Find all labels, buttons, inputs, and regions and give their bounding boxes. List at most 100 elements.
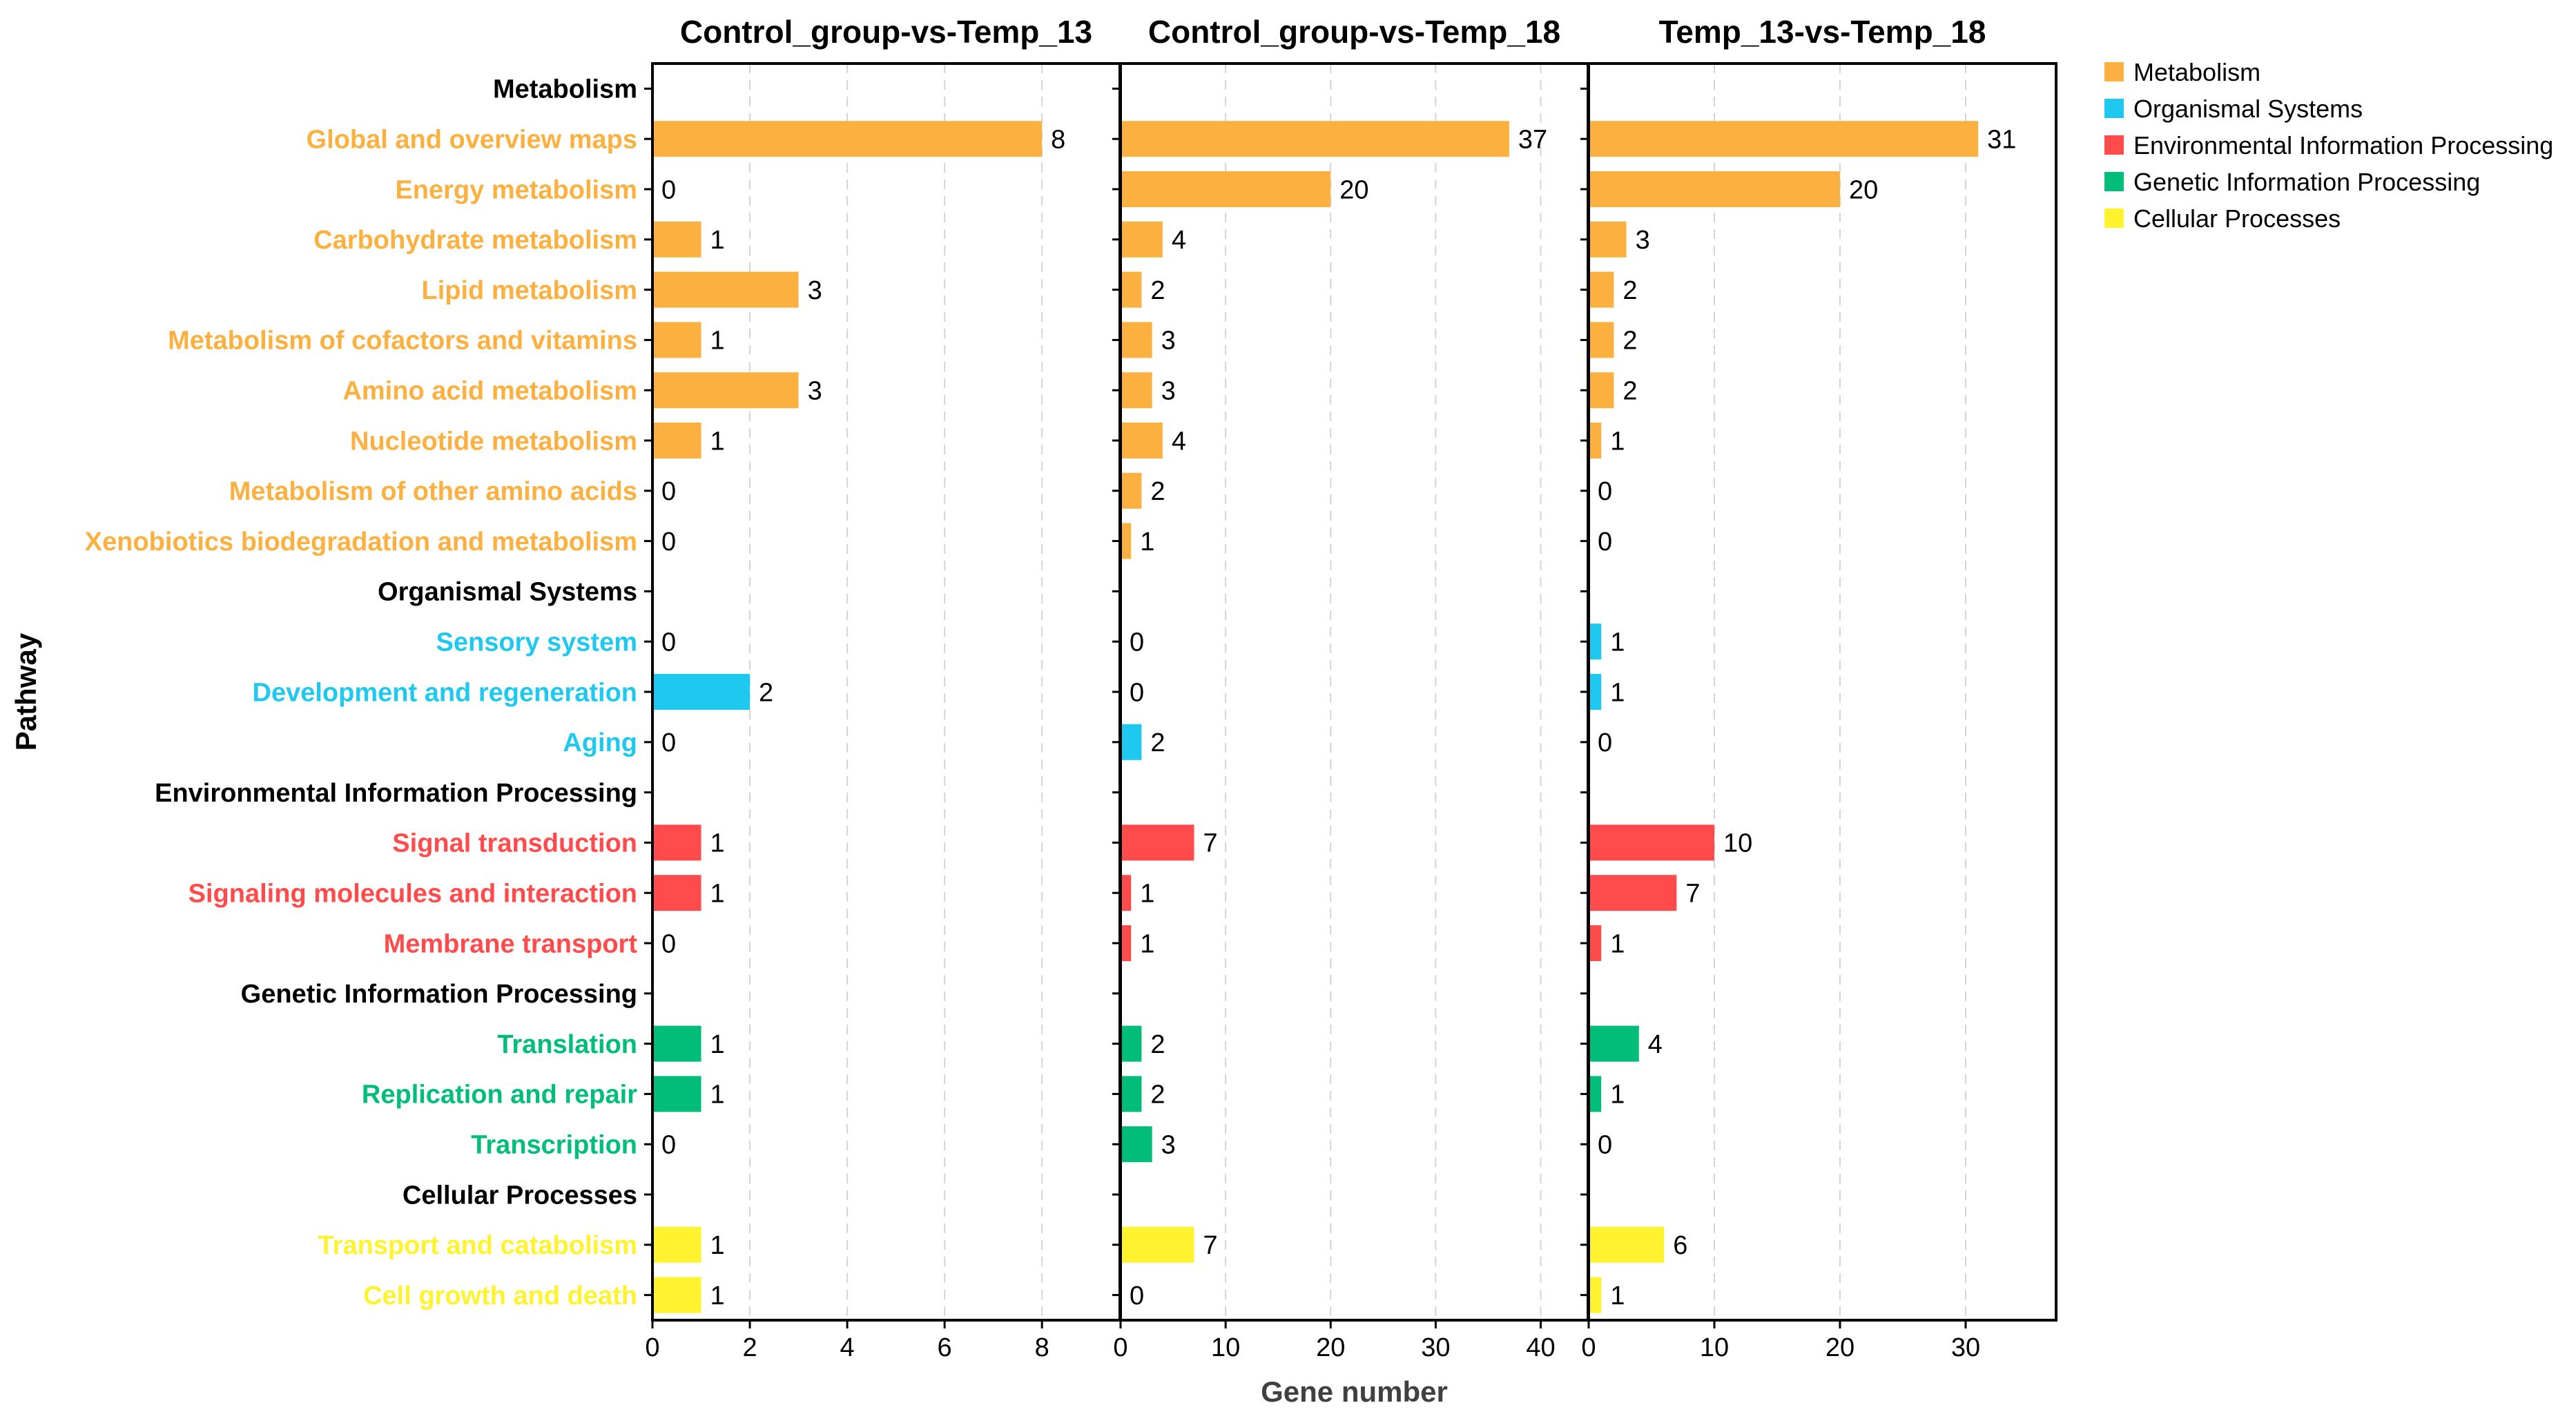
value-label-panel-3-development-and-regeneration: 1 <box>1610 678 1625 707</box>
bar-panel-3-transport-and-catabolism <box>1589 1226 1665 1263</box>
value-label-panel-1-development-and-regeneration: 2 <box>759 678 773 707</box>
category-label-cell-growth-and-death: Cell growth and death <box>363 1282 637 1311</box>
x-axis-title: Gene number <box>1261 1375 1448 1408</box>
category-label-global-and-overview-maps: Global and overview maps <box>307 126 637 155</box>
category-label-metabolism-of-other-amino-acids: Metabolism of other amino acids <box>229 477 637 506</box>
legend-label-environmental-information-processing: Environmental Information Processing <box>2133 131 2553 159</box>
bar-panel-2-lipid-metabolism <box>1121 271 1142 308</box>
bar-panel-2-aging <box>1121 724 1142 760</box>
category-label-development-and-regeneration: Development and regeneration <box>253 678 637 707</box>
category-label-metabolism-of-cofactors-and-vitamins: Metabolism of cofactors and vitamins <box>168 327 637 356</box>
value-label-panel-1-global-and-overview-maps: 8 <box>1051 126 1065 155</box>
x-tick-label-panel-3-10: 10 <box>1700 1333 1729 1362</box>
legend-label-organismal-systems: Organismal Systems <box>2133 95 2363 123</box>
category-label-carbohydrate-metabolism: Carbohydrate metabolism <box>313 226 637 255</box>
bar-panel-3-carbohydrate-metabolism <box>1589 221 1627 258</box>
category-label-amino-acid-metabolism: Amino acid metabolism <box>342 377 637 406</box>
legend-swatch-organismal-systems <box>2104 99 2124 118</box>
bar-panel-3-global-and-overview-maps <box>1589 121 1979 157</box>
x-tick-label-panel-3-0: 0 <box>1581 1333 1596 1362</box>
x-tick-label-panel-2-0: 0 <box>1113 1333 1127 1362</box>
category-label-sensory-system: Sensory system <box>436 628 638 657</box>
bar-panel-2-global-and-overview-maps <box>1121 121 1509 157</box>
legend-swatch-metabolism <box>2104 62 2124 81</box>
value-label-panel-1-energy-metabolism: 0 <box>661 175 676 204</box>
value-label-panel-2-energy-metabolism: 20 <box>1339 175 1368 204</box>
value-label-panel-3-translation: 4 <box>1648 1030 1663 1059</box>
bar-panel-3-development-and-regeneration <box>1589 674 1602 710</box>
y-axis-title: Pathway <box>10 632 42 751</box>
x-tick-label-panel-2-20: 20 <box>1316 1333 1345 1362</box>
bar-panel-2-transport-and-catabolism <box>1121 1226 1194 1263</box>
value-label-panel-2-metabolism-of-cofactors-and-vitamins: 3 <box>1161 327 1176 356</box>
value-label-panel-2-global-and-overview-maps: 37 <box>1518 126 1547 155</box>
value-label-panel-3-carbohydrate-metabolism: 3 <box>1636 226 1650 255</box>
legend-swatch-genetic-information-processing <box>2104 172 2124 191</box>
value-label-panel-2-signal-transduction: 7 <box>1203 829 1217 858</box>
value-label-panel-1-membrane-transport: 0 <box>661 929 676 958</box>
value-label-panel-3-aging: 0 <box>1598 728 1612 757</box>
bar-panel-1-nucleotide-metabolism <box>652 423 701 458</box>
x-tick-label-panel-1-6: 6 <box>938 1333 952 1362</box>
value-label-panel-3-transport-and-catabolism: 6 <box>1673 1231 1687 1260</box>
value-label-panel-2-signaling-molecules-and-interaction: 1 <box>1140 880 1154 909</box>
category-label-energy-metabolism: Energy metabolism <box>395 175 637 204</box>
group-header-cellular-processes: Cellular Processes <box>403 1181 637 1210</box>
value-label-panel-1-metabolism-of-other-amino-acids: 0 <box>661 477 676 506</box>
category-label-replication-and-repair: Replication and repair <box>362 1081 637 1110</box>
value-label-panel-3-signal-transduction: 10 <box>1723 829 1752 858</box>
value-label-panel-3-signaling-molecules-and-interaction: 7 <box>1685 880 1700 909</box>
legend-swatch-environmental-information-processing <box>2104 135 2124 155</box>
value-label-panel-2-replication-and-repair: 2 <box>1150 1081 1165 1110</box>
category-label-signaling-molecules-and-interaction: Signaling molecules and interaction <box>188 880 637 909</box>
bar-panel-2-metabolism-of-other-amino-acids <box>1121 472 1142 509</box>
value-label-panel-1-sensory-system: 0 <box>661 628 676 657</box>
bar-panel-1-metabolism-of-cofactors-and-vitamins <box>652 322 701 358</box>
value-label-panel-3-xenobiotics-biodegradation-and-metabolism: 0 <box>1598 528 1612 557</box>
value-label-panel-2-transport-and-catabolism: 7 <box>1203 1231 1217 1260</box>
bar-panel-2-signal-transduction <box>1121 824 1194 861</box>
bar-panel-1-carbohydrate-metabolism <box>652 221 701 258</box>
category-label-lipid-metabolism: Lipid metabolism <box>422 276 637 305</box>
value-label-panel-3-global-and-overview-maps: 31 <box>1987 126 2016 155</box>
bar-panel-1-global-and-overview-maps <box>652 121 1043 157</box>
bar-panel-2-signaling-molecules-and-interaction <box>1121 875 1132 911</box>
bar-panel-2-replication-and-repair <box>1121 1076 1142 1112</box>
bar-panel-3-lipid-metabolism <box>1589 271 1614 308</box>
value-label-panel-3-transcription: 0 <box>1598 1131 1612 1160</box>
value-label-panel-1-metabolism-of-cofactors-and-vitamins: 1 <box>710 327 725 356</box>
bar-panel-2-xenobiotics-biodegradation-and-metabolism <box>1121 523 1132 559</box>
bar-panel-3-cell-growth-and-death <box>1589 1277 1602 1313</box>
bar-panel-3-replication-and-repair <box>1589 1076 1602 1112</box>
group-header-organismal-systems: Organismal Systems <box>378 578 637 607</box>
bar-panel-1-signal-transduction <box>652 824 701 861</box>
x-tick-label-panel-3-20: 20 <box>1826 1333 1854 1362</box>
bar-panel-1-translation <box>652 1025 701 1062</box>
legend-label-genetic-information-processing: Genetic Information Processing <box>2133 168 2480 196</box>
value-label-panel-2-aging: 2 <box>1150 728 1165 757</box>
category-label-membrane-transport: Membrane transport <box>384 929 638 958</box>
bar-panel-3-signaling-molecules-and-interaction <box>1589 875 1677 911</box>
value-label-panel-2-transcription: 3 <box>1161 1131 1176 1160</box>
bar-panel-2-carbohydrate-metabolism <box>1121 221 1163 258</box>
value-label-panel-1-translation: 1 <box>710 1030 725 1059</box>
x-tick-label-panel-1-8: 8 <box>1035 1333 1049 1362</box>
bar-panel-2-energy-metabolism <box>1121 171 1331 207</box>
panel-frame-2 <box>1119 62 1589 1322</box>
category-label-translation: Translation <box>497 1030 637 1059</box>
bar-panel-2-metabolism-of-cofactors-and-vitamins <box>1121 322 1152 358</box>
value-label-panel-2-sensory-system: 0 <box>1130 628 1144 657</box>
value-label-panel-2-carbohydrate-metabolism: 4 <box>1172 226 1186 255</box>
x-tick-label-panel-1-2: 2 <box>742 1333 757 1362</box>
category-label-nucleotide-metabolism: Nucleotide metabolism <box>350 427 637 456</box>
group-header-environmental-information-processing: Environmental Information Processing <box>155 779 637 808</box>
group-header-genetic-information-processing: Genetic Information Processing <box>241 980 637 1009</box>
value-label-panel-3-metabolism-of-other-amino-acids: 0 <box>1598 477 1612 506</box>
bar-panel-3-signal-transduction <box>1589 824 1714 861</box>
value-label-panel-1-signal-transduction: 1 <box>710 829 725 858</box>
value-label-panel-1-transport-and-catabolism: 1 <box>710 1231 725 1260</box>
legend-label-metabolism: Metabolism <box>2133 58 2260 86</box>
category-label-transport-and-catabolism: Transport and catabolism <box>318 1231 637 1260</box>
x-tick-label-panel-1-0: 0 <box>645 1333 659 1362</box>
